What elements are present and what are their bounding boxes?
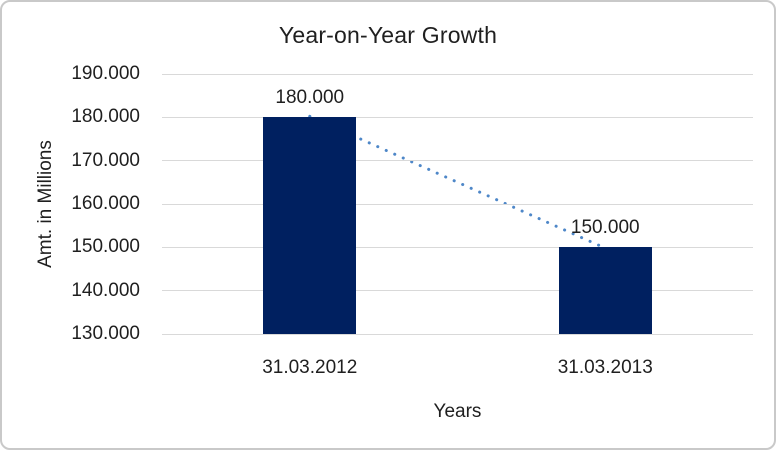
data-label: 150.000	[570, 217, 640, 239]
gridline	[162, 333, 753, 335]
y-tick-label: 190.000	[71, 63, 140, 84]
bar	[558, 247, 652, 334]
gridline	[162, 203, 753, 205]
y-tick-label: 180.000	[71, 106, 140, 128]
gridline	[162, 73, 753, 75]
x-axis-title: Years	[433, 401, 482, 422]
y-tick-label: 150.000	[71, 236, 140, 258]
gridline	[162, 246, 753, 248]
chart-title: Year-on-Year Growth	[278, 22, 498, 48]
y-tick-label: 140.000	[71, 279, 140, 301]
bar	[263, 117, 357, 334]
y-tick-label: 170.000	[71, 149, 140, 171]
gridline	[162, 290, 753, 292]
x-tick-label: 31.03.2012	[262, 357, 358, 378]
y-tick-label: 160.000	[71, 193, 140, 214]
data-label: 180.000	[275, 87, 345, 109]
x-tick-label: 31.03.2013	[557, 357, 653, 378]
y-tick-label: 130.000	[71, 323, 140, 344]
gridline	[162, 116, 753, 118]
gridline	[162, 160, 753, 162]
